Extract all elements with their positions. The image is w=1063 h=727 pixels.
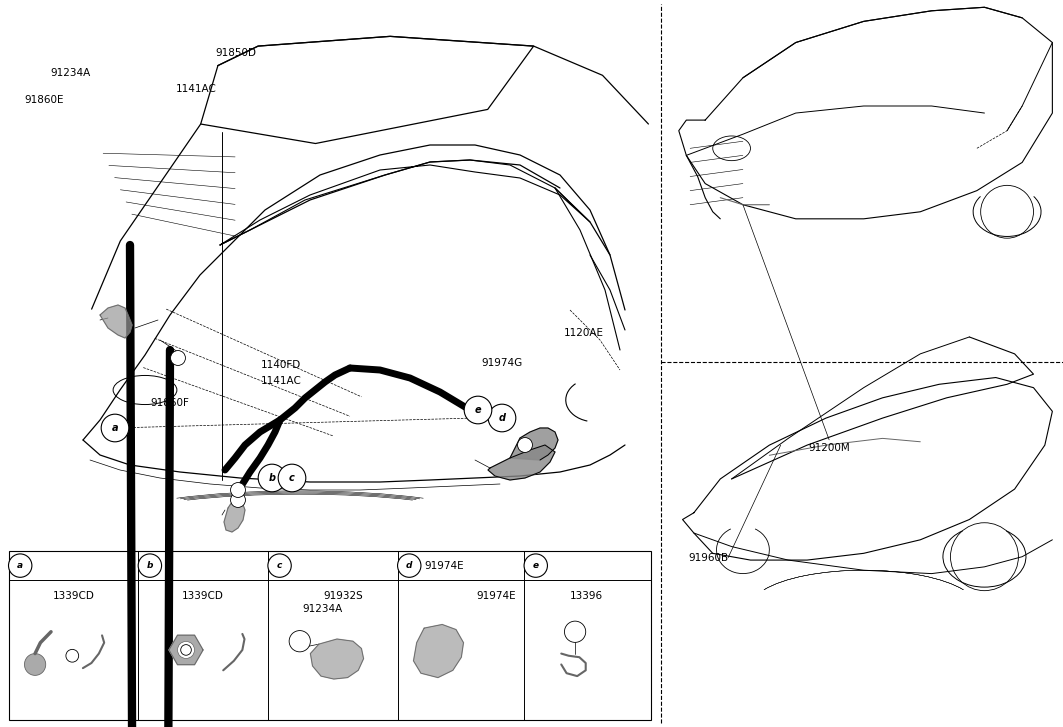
Text: d: d xyxy=(499,413,506,423)
Text: a: a xyxy=(17,561,23,570)
Text: c: c xyxy=(289,473,294,483)
Circle shape xyxy=(101,414,129,442)
Circle shape xyxy=(465,396,492,424)
Polygon shape xyxy=(100,305,132,338)
Circle shape xyxy=(488,404,516,432)
Bar xyxy=(9,551,651,720)
Circle shape xyxy=(398,554,421,577)
Text: 1339CD: 1339CD xyxy=(52,591,95,601)
Circle shape xyxy=(170,350,185,366)
Circle shape xyxy=(279,464,306,492)
Text: d: d xyxy=(406,561,412,570)
Circle shape xyxy=(258,464,286,492)
Circle shape xyxy=(524,554,547,577)
Text: b: b xyxy=(269,473,275,483)
Circle shape xyxy=(9,554,32,577)
Text: 13396: 13396 xyxy=(570,591,604,601)
Text: 91200M: 91200M xyxy=(808,443,850,454)
Text: 91932S: 91932S xyxy=(323,591,364,601)
Text: 91234A: 91234A xyxy=(302,604,342,614)
Text: 91974E: 91974E xyxy=(476,591,516,601)
Polygon shape xyxy=(414,624,463,678)
Circle shape xyxy=(231,483,246,497)
Circle shape xyxy=(289,630,310,652)
Polygon shape xyxy=(488,445,555,480)
Polygon shape xyxy=(510,428,558,460)
Text: 91860E: 91860E xyxy=(24,95,64,105)
Text: 1140FD: 1140FD xyxy=(260,360,301,370)
Circle shape xyxy=(66,649,79,662)
Text: e: e xyxy=(475,405,482,415)
Text: c: c xyxy=(276,561,283,570)
Text: 91974G: 91974G xyxy=(482,358,523,369)
Text: 1339CD: 1339CD xyxy=(182,591,224,601)
Text: b: b xyxy=(147,561,153,570)
Text: 91234A: 91234A xyxy=(50,68,90,78)
Text: 1120AE: 1120AE xyxy=(563,328,604,338)
Text: 1141AC: 1141AC xyxy=(260,376,301,386)
Text: a: a xyxy=(112,423,118,433)
Circle shape xyxy=(181,645,191,655)
Circle shape xyxy=(518,438,533,452)
Circle shape xyxy=(231,493,246,507)
Text: 91960B: 91960B xyxy=(688,553,728,563)
Circle shape xyxy=(564,621,586,643)
Polygon shape xyxy=(310,639,364,679)
Circle shape xyxy=(268,554,291,577)
Polygon shape xyxy=(169,635,203,664)
Text: 1141AC: 1141AC xyxy=(175,84,216,95)
Text: e: e xyxy=(533,561,539,570)
Text: 91850D: 91850D xyxy=(216,48,256,58)
Text: 91974E: 91974E xyxy=(424,561,463,571)
Ellipse shape xyxy=(24,654,46,675)
Circle shape xyxy=(138,554,162,577)
Polygon shape xyxy=(224,498,244,532)
Circle shape xyxy=(178,641,195,659)
Text: 91860F: 91860F xyxy=(150,398,189,409)
